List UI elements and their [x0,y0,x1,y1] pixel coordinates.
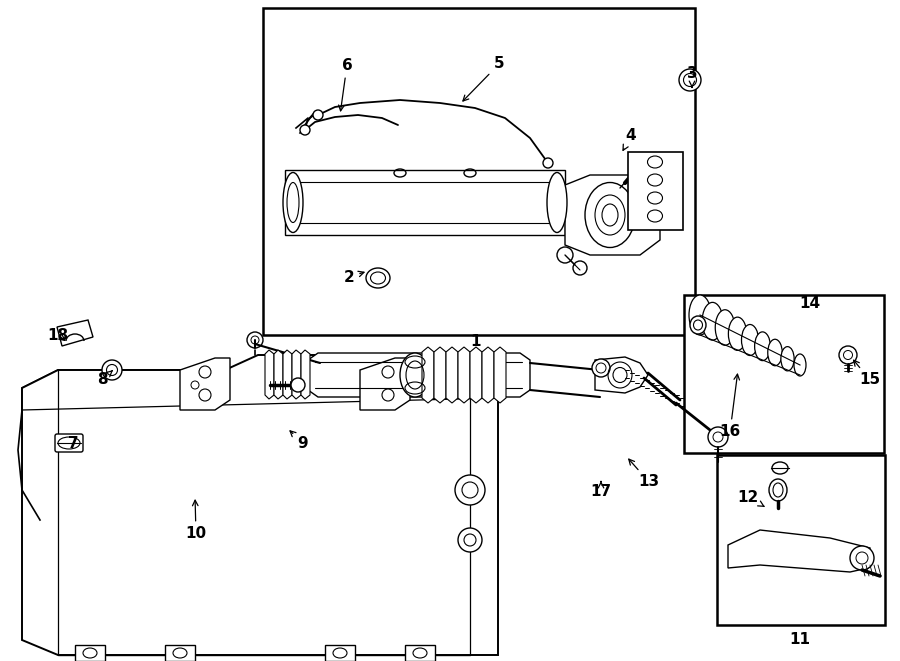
Polygon shape [434,347,446,403]
Ellipse shape [794,354,806,376]
Circle shape [458,528,482,552]
Ellipse shape [769,479,787,501]
Circle shape [291,378,305,392]
Ellipse shape [689,295,711,335]
Circle shape [573,261,587,275]
Polygon shape [292,350,301,399]
Text: 6: 6 [338,58,353,111]
Ellipse shape [690,316,706,334]
Ellipse shape [772,462,788,474]
Bar [717,455,885,625]
Polygon shape [422,347,434,403]
Polygon shape [446,347,458,403]
Polygon shape [75,645,105,661]
Polygon shape [325,645,355,661]
Text: 3: 3 [687,67,698,87]
Circle shape [199,389,211,401]
Ellipse shape [547,173,567,233]
Polygon shape [301,350,310,399]
Circle shape [543,158,553,168]
Text: 7: 7 [68,436,78,451]
Text: 14: 14 [799,295,821,311]
Circle shape [300,125,310,135]
Circle shape [557,247,573,263]
Polygon shape [360,358,410,410]
Polygon shape [57,320,93,346]
Ellipse shape [781,346,794,371]
Text: 5: 5 [463,56,504,101]
Text: 10: 10 [185,500,207,541]
Ellipse shape [102,360,122,380]
Text: 1: 1 [471,334,482,350]
Polygon shape [265,350,274,399]
Ellipse shape [754,332,770,361]
Polygon shape [22,358,498,412]
Polygon shape [405,645,435,661]
Ellipse shape [742,325,759,356]
Polygon shape [470,347,482,403]
Text: 9: 9 [290,431,309,451]
Circle shape [199,366,211,378]
Text: 11: 11 [789,633,811,648]
Ellipse shape [728,317,747,350]
Polygon shape [22,355,498,655]
Circle shape [247,332,263,348]
Polygon shape [274,350,283,399]
Circle shape [455,475,485,505]
Circle shape [382,366,394,378]
Polygon shape [565,175,660,255]
Circle shape [382,389,394,401]
Polygon shape [285,170,565,235]
Polygon shape [494,347,506,403]
Text: 17: 17 [590,482,612,500]
Ellipse shape [716,310,734,345]
Circle shape [313,110,323,120]
Bar [684,295,884,453]
Polygon shape [595,357,648,393]
Ellipse shape [702,302,723,340]
Circle shape [850,546,874,570]
Ellipse shape [283,173,303,233]
Text: 8: 8 [96,371,112,387]
Polygon shape [728,530,870,572]
Polygon shape [308,353,530,397]
Polygon shape [165,645,195,661]
Ellipse shape [679,69,701,91]
Text: 2: 2 [344,270,364,284]
Polygon shape [283,350,292,399]
Ellipse shape [400,353,430,397]
Bar [263,8,695,335]
Text: 4: 4 [623,128,636,150]
Text: 15: 15 [854,360,880,387]
Polygon shape [482,347,494,403]
Text: 12: 12 [737,490,764,506]
Polygon shape [180,358,230,410]
Ellipse shape [592,359,610,377]
Text: 16: 16 [719,374,741,440]
Bar [628,152,683,230]
Text: 18: 18 [48,327,68,342]
Ellipse shape [366,268,390,288]
Text: 13: 13 [629,459,660,490]
Polygon shape [458,347,470,403]
Circle shape [708,427,728,447]
FancyBboxPatch shape [55,434,83,452]
Ellipse shape [839,346,857,364]
Ellipse shape [768,339,782,366]
